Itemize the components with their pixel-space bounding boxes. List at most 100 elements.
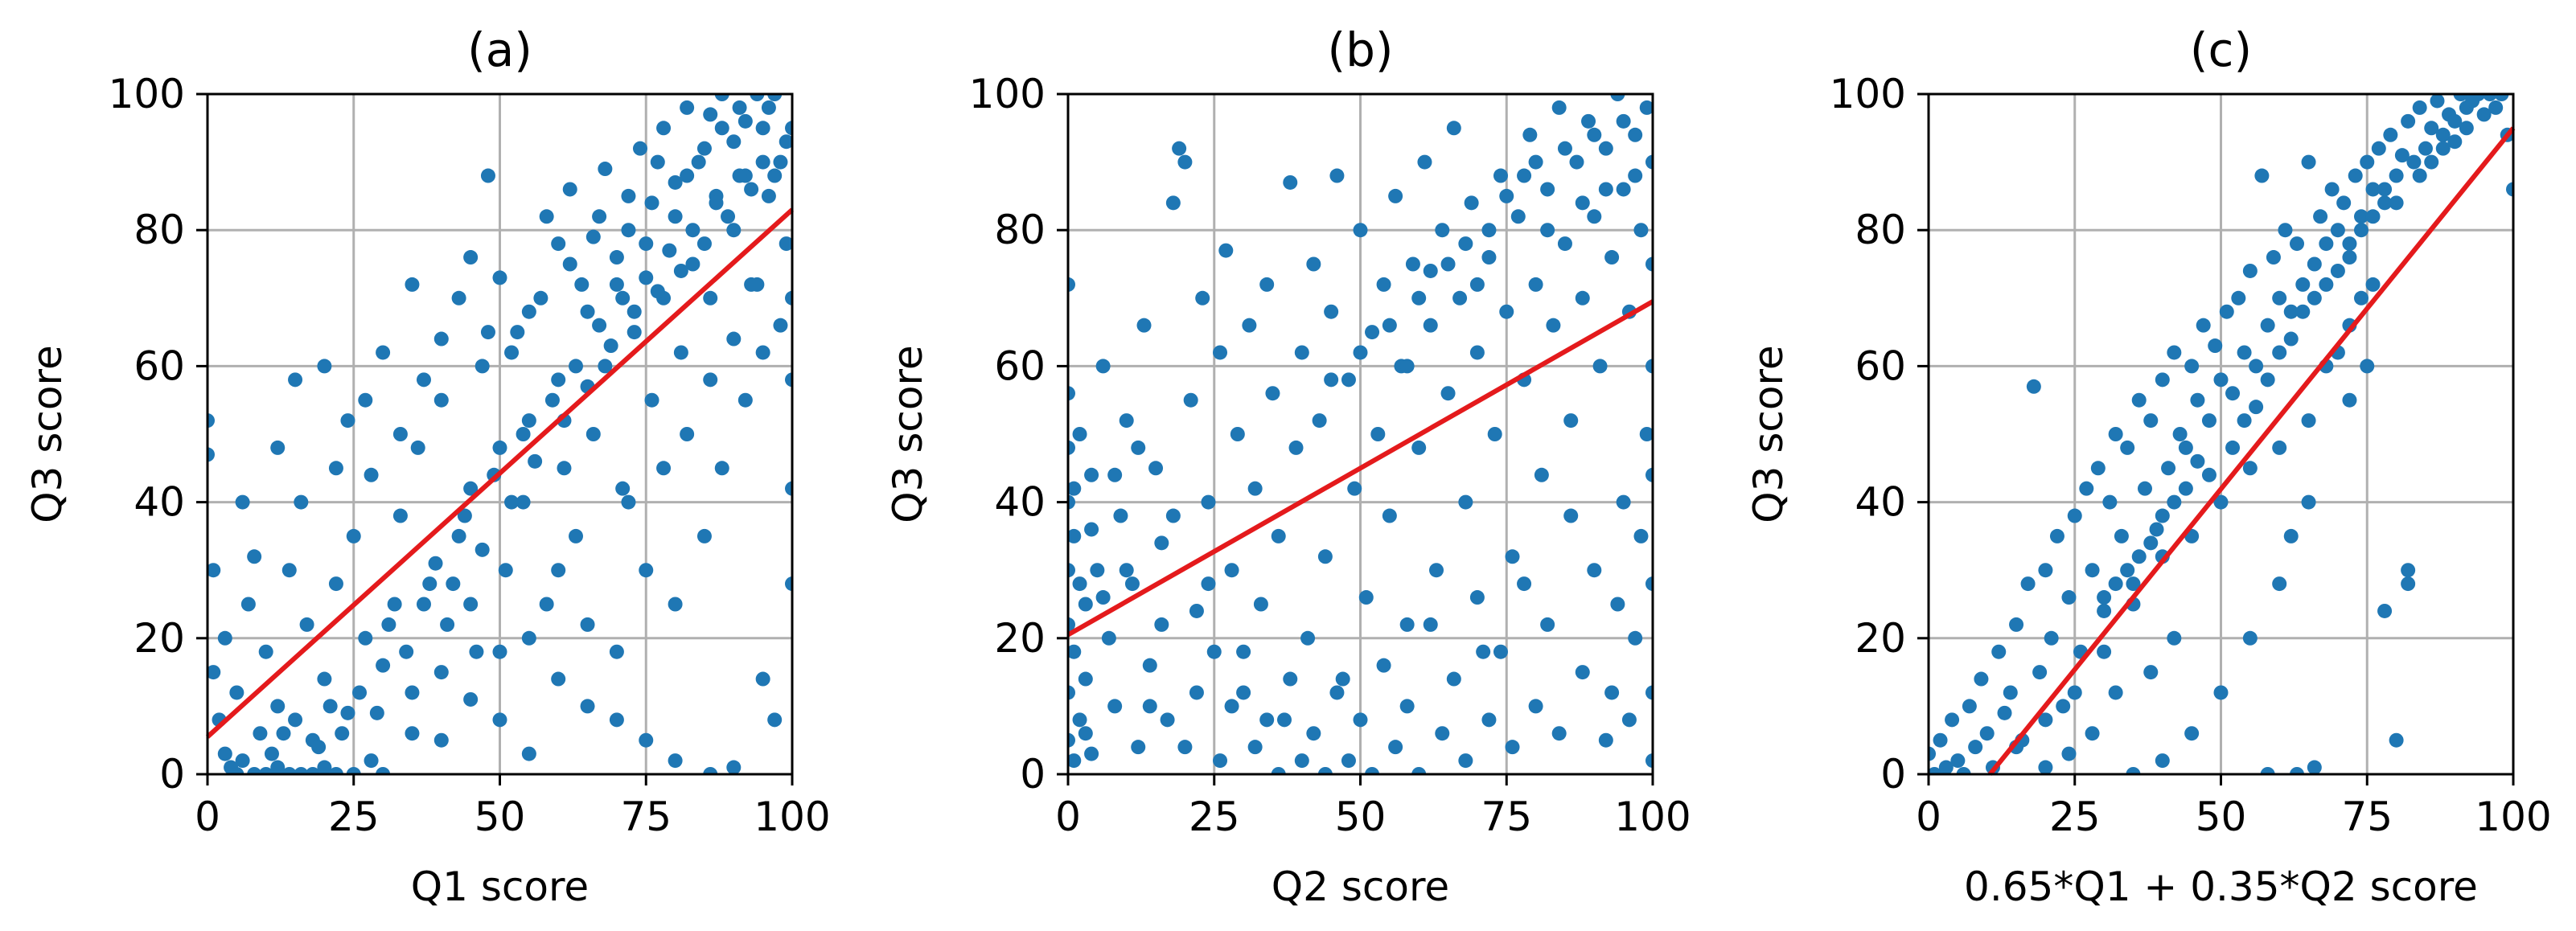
x-tick-label: 25 <box>2049 794 2101 840</box>
scatter-point <box>1107 467 1123 482</box>
scatter-point <box>399 644 414 659</box>
scatter-point <box>358 392 373 408</box>
scatter-point <box>1119 413 1134 429</box>
scatter-point <box>2348 168 2363 183</box>
scatter-point <box>2353 223 2369 238</box>
scatter-point <box>1399 359 1415 374</box>
scatter-point <box>691 154 706 170</box>
scatter-point <box>1068 563 1075 578</box>
data-layer <box>1068 94 1653 774</box>
y-axis-label: Q3 score <box>24 345 71 523</box>
scatter-point <box>2254 168 2270 183</box>
scatter-point <box>1645 154 1653 170</box>
scatter-point <box>551 372 566 388</box>
scatter-point <box>328 461 343 476</box>
scatter-point <box>2079 481 2094 496</box>
scatter-point <box>539 209 554 224</box>
scatter-point <box>463 250 479 265</box>
scatter-point <box>2143 665 2159 680</box>
scatter-point <box>685 223 700 238</box>
scatter-point <box>2208 338 2223 354</box>
scatter-point <box>428 556 443 571</box>
scatter-point <box>498 563 513 578</box>
scatter-point <box>750 277 765 292</box>
scatter-point <box>1154 617 1169 632</box>
scatter-point <box>504 494 520 510</box>
scatter-point <box>1563 413 1579 429</box>
scatter-point <box>737 113 753 129</box>
scatter-point <box>2184 359 2200 374</box>
scatter-point <box>247 549 262 564</box>
scatter-point <box>1213 345 1228 360</box>
scatter-point <box>1945 712 1960 728</box>
scatter-point <box>2190 392 2205 408</box>
x-axis-label: Q1 score <box>411 863 589 910</box>
scatter-point <box>317 359 332 374</box>
y-tick-label: 60 <box>994 342 1046 389</box>
scatter-point <box>1938 760 1954 774</box>
scatter-point <box>2167 494 2182 510</box>
scatter-point <box>1645 685 1653 700</box>
scatter-point <box>235 494 250 510</box>
scatter-point <box>639 732 654 748</box>
scatter-point <box>475 542 490 557</box>
scatter-point <box>2283 304 2299 319</box>
scatter-point <box>2295 277 2311 292</box>
y-axis-label: Q3 score <box>885 345 931 523</box>
scatter-point <box>2283 528 2299 543</box>
scatter-point <box>755 345 770 360</box>
scatter-point <box>352 685 368 700</box>
scatter-point <box>1452 290 1468 306</box>
scatter-point <box>2201 467 2217 482</box>
scatter-point <box>1581 113 1596 129</box>
scatter-point <box>1376 277 1391 292</box>
scatter-point <box>217 630 232 646</box>
scatter-point <box>1353 712 1368 728</box>
scatter-point <box>1592 359 1608 374</box>
scatter-point <box>1446 671 1461 687</box>
scatter-point <box>1078 726 1093 741</box>
scatter-point <box>504 345 520 360</box>
scatter-point <box>1172 141 1187 156</box>
scatter-point <box>446 576 461 592</box>
scatter-point <box>650 284 665 299</box>
scatter-point <box>2237 413 2252 429</box>
scatter-point <box>1148 461 1164 476</box>
scatter-point <box>2097 644 2112 659</box>
scatter-point <box>1335 671 1350 687</box>
scatter-point <box>346 528 361 543</box>
scatter-point <box>294 767 309 774</box>
scatter-point <box>510 325 525 340</box>
scatter-point <box>1131 740 1146 755</box>
chart-title: (c) <box>2190 23 2252 77</box>
scatter-point <box>1411 290 1427 306</box>
scatter-point <box>288 372 303 388</box>
scatter-point <box>703 290 718 306</box>
y-tick-label: 60 <box>134 342 185 389</box>
scatter-point <box>1230 427 1245 441</box>
scatter-point <box>1628 630 1643 646</box>
x-tick-label: 0 <box>1916 794 1941 840</box>
scatter-point <box>696 141 712 156</box>
scatter-point <box>1458 494 1473 510</box>
scatter-point <box>2260 372 2275 388</box>
scatter-point <box>1423 617 1438 632</box>
scatter-point <box>1528 699 1543 714</box>
scatter-point <box>1183 392 1198 408</box>
scatter-point <box>1540 182 1555 197</box>
scatter-point <box>258 644 273 659</box>
scatter-point <box>270 760 286 774</box>
scatter-point <box>2412 100 2427 115</box>
x-axis-label: 0.65*Q1 + 0.35*Q2 score <box>1964 863 2478 910</box>
scatter-point <box>2330 223 2345 238</box>
scatter-point <box>1259 277 1275 292</box>
scatter-point <box>1206 644 1222 659</box>
scatter-point <box>2295 304 2311 319</box>
scatter-point <box>2143 535 2159 551</box>
scatter-point <box>2038 712 2053 728</box>
scatter-point <box>773 154 788 170</box>
scatter-point <box>1294 345 1309 360</box>
scatter-point <box>767 168 783 183</box>
scatter-point <box>2377 195 2393 211</box>
scatter-point <box>405 726 420 741</box>
